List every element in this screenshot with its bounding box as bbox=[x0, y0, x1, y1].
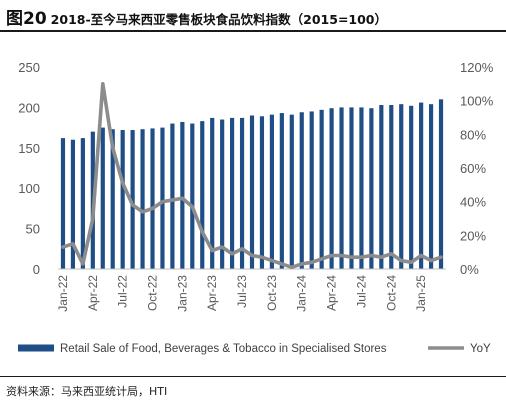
bar bbox=[438, 99, 444, 269]
x-tick-label: Jan-24 bbox=[295, 275, 309, 312]
right-y-tick-label: 0% bbox=[460, 262, 479, 277]
bar bbox=[249, 115, 255, 269]
bar bbox=[359, 107, 364, 270]
bar bbox=[419, 102, 424, 269]
bar bbox=[170, 123, 175, 269]
x-tick-label: Oct-22 bbox=[146, 275, 160, 311]
right-y-tick-label: 40% bbox=[460, 195, 486, 210]
bar bbox=[100, 127, 105, 269]
x-tick-label: Jul-23 bbox=[235, 275, 249, 308]
bar bbox=[259, 116, 265, 270]
x-tick-label: Oct-24 bbox=[384, 275, 398, 311]
bar bbox=[428, 104, 434, 269]
bar bbox=[269, 114, 274, 269]
bar bbox=[180, 121, 185, 269]
bar bbox=[220, 119, 225, 270]
left-y-tick-label: 50 bbox=[26, 222, 40, 237]
bar bbox=[289, 114, 294, 269]
x-tick-label: Jan-23 bbox=[175, 275, 189, 312]
chart: 0 50 100 150 200 250 0% 20% 40% 60% 80% 100% 120% Jan… bbox=[18, 60, 494, 355]
x-tick-label: Apr-22 bbox=[86, 275, 100, 311]
source-note: 资料来源：马来西亚统计局，HTI bbox=[6, 385, 168, 398]
x-tick-label: Jan-25 bbox=[414, 275, 428, 312]
bar bbox=[299, 112, 304, 269]
bar bbox=[319, 109, 324, 269]
bar bbox=[190, 123, 195, 269]
bar bbox=[70, 139, 76, 269]
bar bbox=[140, 129, 145, 269]
right-y-tick-label: 100% bbox=[460, 94, 494, 109]
x-tick-label: Apr-24 bbox=[325, 275, 339, 311]
x-tick-label: Apr-23 bbox=[205, 275, 219, 311]
bar bbox=[200, 121, 205, 269]
bar bbox=[369, 108, 374, 269]
bar bbox=[110, 129, 115, 269]
right-y-tick-label: 20% bbox=[460, 228, 486, 243]
bar bbox=[379, 104, 384, 269]
left-y-tick-label: 150 bbox=[18, 141, 40, 156]
bar bbox=[329, 108, 334, 269]
legend-label-line: YoY bbox=[470, 343, 491, 355]
bar bbox=[349, 107, 354, 270]
bar bbox=[409, 105, 414, 269]
x-tick-label: Jan-22 bbox=[56, 275, 70, 312]
right-y-tick-label: 60% bbox=[460, 161, 486, 176]
source-rule bbox=[0, 376, 506, 377]
left-y-tick-label: 250 bbox=[18, 60, 40, 75]
bar bbox=[120, 130, 125, 269]
x-tick-label: Oct-23 bbox=[265, 275, 279, 311]
title-rule bbox=[0, 30, 506, 32]
left-y-tick-label: 200 bbox=[18, 100, 40, 115]
x-tick-label: Jul-24 bbox=[354, 275, 368, 308]
bar bbox=[130, 130, 135, 269]
figure-title: 图20 2018-至今马来西亚零售板块食品饮料指数（2015=100） bbox=[6, 4, 500, 29]
figure-title-text: 2018-至今马来西亚零售板块食品饮料指数（2015=100） bbox=[50, 12, 388, 27]
bar bbox=[239, 117, 245, 270]
left-y-tick-label: 0 bbox=[33, 262, 40, 277]
right-y-tick-label: 80% bbox=[460, 127, 486, 142]
bar bbox=[339, 107, 344, 270]
left-y-tick-label: 100 bbox=[18, 181, 40, 196]
legend-label-bars: Retail Sale of Food, Beverages & Tobacco… bbox=[60, 343, 387, 355]
right-y-tick-label: 120% bbox=[460, 60, 494, 75]
bar bbox=[80, 138, 85, 269]
bar bbox=[399, 104, 404, 269]
bar bbox=[230, 117, 235, 270]
bar bbox=[160, 127, 165, 269]
legend-swatch-bars bbox=[18, 344, 54, 352]
bar bbox=[210, 117, 215, 270]
bar bbox=[389, 104, 394, 269]
bar bbox=[150, 128, 155, 269]
yoy-line bbox=[61, 81, 443, 270]
figure-number: 图20 bbox=[6, 9, 47, 29]
bar bbox=[279, 113, 284, 269]
bar bbox=[309, 111, 314, 269]
bar bbox=[60, 138, 66, 269]
x-tick-label: Jul-22 bbox=[116, 275, 130, 308]
